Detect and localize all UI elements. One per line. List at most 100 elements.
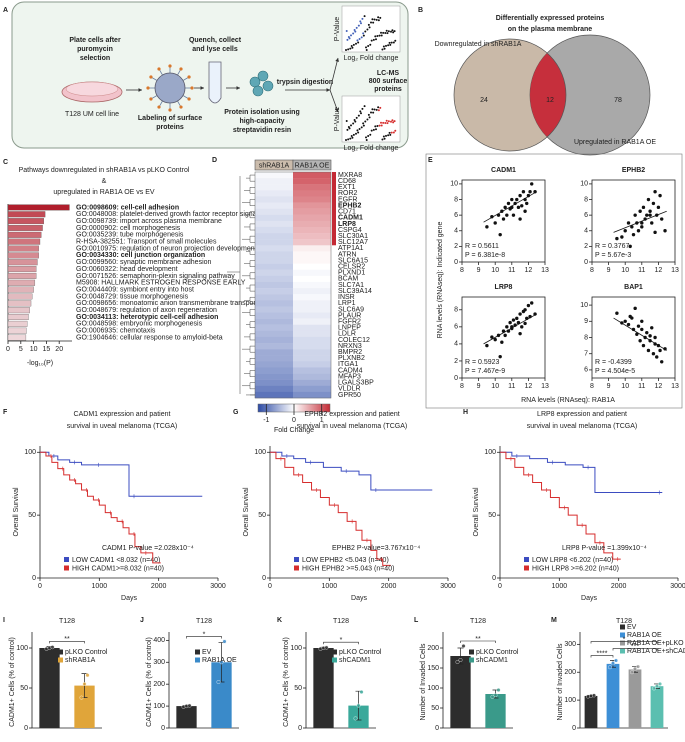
heat-cell: [255, 373, 293, 380]
survival-curve: [270, 451, 391, 566]
point: [515, 316, 519, 321]
point: [493, 337, 497, 342]
point: [646, 197, 651, 202]
volcano-dot: [367, 135, 370, 138]
step-text: Labeling of surface: [138, 115, 202, 122]
point: [646, 348, 651, 353]
heat-cell: [255, 318, 293, 325]
bar: [211, 662, 232, 728]
y-tick-label: 100: [290, 645, 302, 652]
y-tick-label: 400: [153, 637, 165, 644]
heat-cell: [255, 306, 293, 313]
bar: [7, 238, 41, 245]
legend-label: RAB1A OE: [627, 632, 662, 639]
label-dot: [187, 97, 191, 101]
point: [626, 221, 631, 225]
y-tick-label: 0: [298, 725, 302, 732]
point: [653, 335, 657, 340]
heat-cell: [255, 355, 293, 362]
legend-swatch: [620, 640, 625, 646]
legend-label: pLKO Control: [476, 649, 519, 656]
label-dot: [187, 75, 191, 79]
heat-cell: [255, 288, 293, 295]
heat-cell: [255, 300, 293, 307]
panel-letter: J: [140, 617, 144, 624]
bar: [313, 648, 334, 728]
stat-label: R = -0.4399: [595, 359, 632, 366]
volcano-dot: [384, 31, 387, 34]
replicate-point: [652, 686, 657, 691]
point: [485, 343, 489, 348]
replicate-point: [222, 639, 227, 644]
heat-cell: [293, 226, 331, 234]
point: [615, 236, 619, 241]
y-tick-label: 0: [32, 575, 36, 582]
volcano-dot: [352, 32, 355, 35]
replicate-point: [608, 665, 613, 670]
heat-cell: [293, 196, 331, 203]
volcano-dot: [380, 121, 382, 124]
volcano-dot: [362, 32, 365, 35]
bar: [176, 706, 197, 728]
y-axis-label: RNA levels (RNAseq): Indicated gene: [437, 222, 444, 339]
volcano-dot: [391, 119, 394, 122]
colorbar-tick-label: -1: [263, 417, 269, 424]
volcano-dot: [364, 30, 367, 33]
heat-cell: [293, 190, 331, 197]
row-label: PLAUR: [338, 312, 361, 319]
heat-cell: [293, 263, 331, 270]
x-tick-label: 3000: [210, 583, 226, 590]
volcano-dot: [389, 133, 392, 136]
heat-cell: [293, 202, 331, 209]
point: [525, 201, 529, 206]
plot-frame: [461, 179, 546, 263]
p-value: EPHB2 P-value=3.767x10⁻⁴: [332, 545, 420, 552]
volcano-dot: [357, 24, 360, 27]
bar: [7, 204, 70, 211]
heat-cell: [293, 178, 331, 185]
x-tick-label: 8: [590, 383, 594, 390]
x-tick-label: 12: [655, 383, 663, 390]
legend-label: LOW CADM1 <8.032 (n=40): [72, 557, 160, 564]
chart-title: Pathways downregulated in shRAB1A vs pLK…: [19, 167, 190, 174]
y-tick-label: 10: [450, 181, 458, 188]
volcano-dot: [362, 34, 365, 37]
y-tick-label: 0: [492, 575, 496, 582]
heat-cell: [255, 312, 293, 319]
point: [518, 331, 522, 336]
point: [648, 213, 652, 217]
category-label: GO:0060322: head development: [76, 266, 178, 273]
volcano-dot: [387, 44, 390, 47]
point: [493, 221, 497, 225]
row-label: LGALS3BP: [338, 380, 374, 387]
heat-cell: [293, 269, 331, 277]
stat-label: R = 0.5923: [465, 359, 500, 366]
bar: [7, 279, 36, 286]
volcano-dot: [363, 15, 366, 18]
category-label: GO:0035239: tube morphogenesis: [76, 232, 184, 239]
row-label: EPHB2: [338, 202, 361, 209]
step-text: 800 surface: [369, 78, 408, 85]
bar: [7, 266, 37, 273]
legend-swatch: [332, 657, 337, 663]
category-label: GO:0010975: regulation of neuron project…: [76, 245, 257, 252]
point: [638, 339, 642, 343]
legend-swatch: [64, 565, 69, 571]
legend-label: HIGH CADM1>=8.032 (n=40): [72, 565, 164, 572]
y-axis-label: Overall Survival: [243, 487, 250, 536]
chart-title: T128: [59, 618, 75, 625]
volcano-dot: [372, 38, 375, 41]
arrow-head: [335, 58, 340, 62]
venn-title: Differentially expressed proteins: [496, 15, 605, 22]
point: [510, 197, 514, 202]
volcano-dot: [368, 26, 371, 29]
point: [656, 205, 661, 210]
point: [658, 348, 662, 353]
point: [648, 209, 652, 213]
legend-label: HIGH EPHB2 >=5.043 (n=40): [302, 565, 394, 572]
axes: [7, 204, 72, 342]
volcano-dot: [372, 111, 375, 114]
column-label: shRAB1A: [259, 162, 290, 169]
volcano-dot: [390, 131, 393, 134]
x-tick-label: 1000: [92, 583, 108, 590]
